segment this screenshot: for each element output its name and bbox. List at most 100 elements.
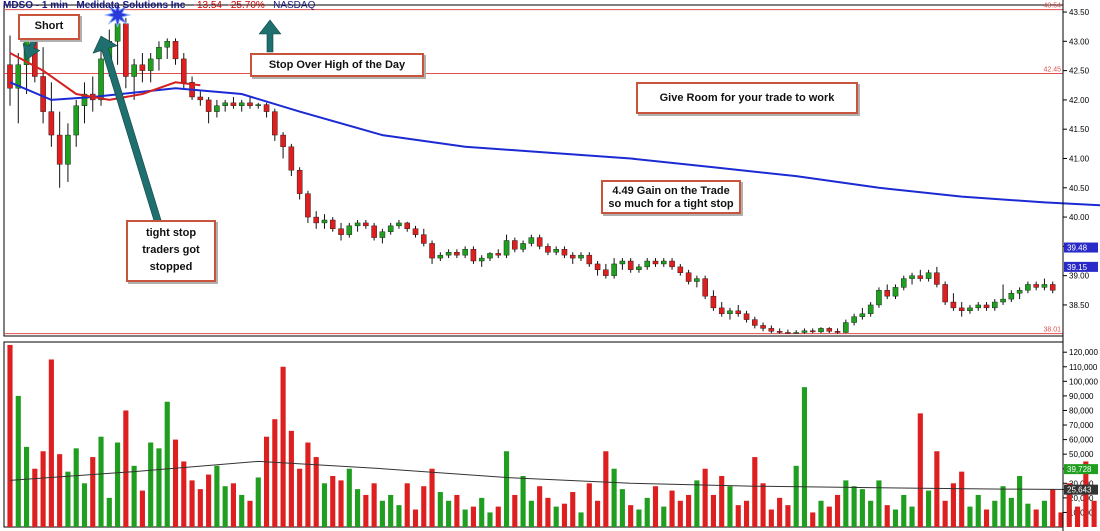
volume-bar (206, 474, 212, 527)
volume-bar (826, 506, 832, 527)
candle-body (785, 332, 791, 334)
volume-bar (305, 442, 311, 527)
volume-bar (197, 489, 203, 527)
volume-bar (810, 512, 816, 527)
candle-body (429, 243, 435, 259)
volume-bar (843, 480, 849, 527)
candle-body (396, 222, 402, 227)
candle-body (139, 64, 146, 71)
candle-body (65, 134, 71, 165)
candle-body (379, 231, 386, 238)
volume-bar (321, 483, 328, 527)
tight-stop-text-line3: stopped (149, 261, 193, 273)
candle-body (329, 219, 336, 229)
volume-bar (495, 506, 501, 527)
candle-body (230, 102, 237, 106)
candle-body (123, 23, 129, 77)
exchange-label: NASDAQ (273, 0, 316, 11)
volume-tick-label: 30,000 (1069, 479, 1094, 488)
volume-bar (603, 451, 609, 527)
candle-body (818, 328, 824, 333)
candle-body (975, 304, 982, 309)
volume-bar (280, 366, 286, 527)
candle-body (553, 249, 559, 253)
candle-body (627, 260, 634, 271)
candle-body (338, 228, 344, 235)
candle-body (181, 58, 187, 83)
volume-bar (470, 506, 476, 527)
volume-bar (545, 497, 551, 527)
volume-bar (355, 489, 361, 527)
price-tick-label: 40.00 (1069, 213, 1090, 222)
candle-body (387, 225, 394, 232)
candle-body (487, 253, 493, 259)
candle-body (222, 102, 228, 106)
candle-body (156, 46, 162, 60)
volume-bar (1033, 509, 1039, 527)
price-marker-label: 39.48 (1067, 244, 1088, 253)
volume-bar (446, 500, 452, 527)
candle-body (495, 253, 502, 256)
candle-body (710, 295, 717, 309)
volume-bar (570, 492, 576, 527)
candle-body (743, 313, 750, 320)
price-change: -13.54 (193, 0, 222, 11)
volume-bar (834, 494, 841, 527)
candle-body (205, 99, 212, 112)
candle-body (652, 260, 659, 265)
candle-body (7, 64, 13, 89)
candle-body (900, 278, 907, 288)
candle-body (826, 328, 833, 332)
candle-body (942, 284, 948, 303)
candle-body (752, 319, 758, 326)
price-marker (1064, 261, 1098, 272)
volume-marker (1064, 464, 1098, 475)
candle-body (983, 304, 990, 309)
volume-bar (247, 500, 253, 527)
candle-body (1016, 290, 1023, 294)
stop-over-high-callout: Stop Over High of the Day (250, 53, 424, 77)
volume-bar (884, 505, 890, 527)
candle-body (305, 193, 311, 218)
volume-bar (429, 468, 435, 527)
volume-bar (983, 509, 990, 527)
volume-bar (661, 506, 667, 527)
gain-text-line1: 4.49 Gain on the Trade (612, 185, 730, 197)
volume-bar (959, 471, 965, 527)
volume-bar (462, 509, 468, 527)
volume-marker-label: 25,643 (1067, 486, 1092, 495)
price-tick-label: 42.50 (1069, 67, 1090, 76)
candle-body (354, 222, 361, 227)
candle-body (851, 316, 857, 323)
candle-body (958, 307, 965, 312)
candle-body (934, 272, 940, 285)
candle-body (272, 111, 278, 136)
candle-body (462, 249, 468, 256)
volume-bar (412, 509, 419, 527)
price-tick-label: 43.50 (1069, 8, 1090, 17)
volume-bar (454, 494, 460, 527)
volume-bar (768, 509, 774, 527)
volume-bar (40, 451, 46, 527)
candle-body (569, 254, 576, 259)
volume-bar (371, 483, 377, 527)
volume-bar (595, 500, 601, 527)
candle-body (561, 249, 568, 256)
volume-bar (313, 457, 319, 527)
candle-body (594, 263, 601, 270)
volume-bar (396, 505, 402, 527)
volume-bar (752, 457, 758, 527)
volume-bar (512, 494, 518, 527)
candle-body (454, 252, 460, 256)
volume-bar (330, 476, 336, 527)
volume-bar (967, 506, 973, 527)
give-room-text: Give Room for your trade to work (659, 92, 835, 104)
candle-body (876, 290, 882, 306)
volume-bar (892, 509, 899, 527)
volume-bar (694, 480, 700, 527)
volume-bar (628, 505, 634, 527)
volume-bar (1041, 500, 1048, 527)
volume-bar (65, 471, 71, 527)
candle-body (578, 254, 584, 259)
volume-bar (553, 506, 559, 527)
